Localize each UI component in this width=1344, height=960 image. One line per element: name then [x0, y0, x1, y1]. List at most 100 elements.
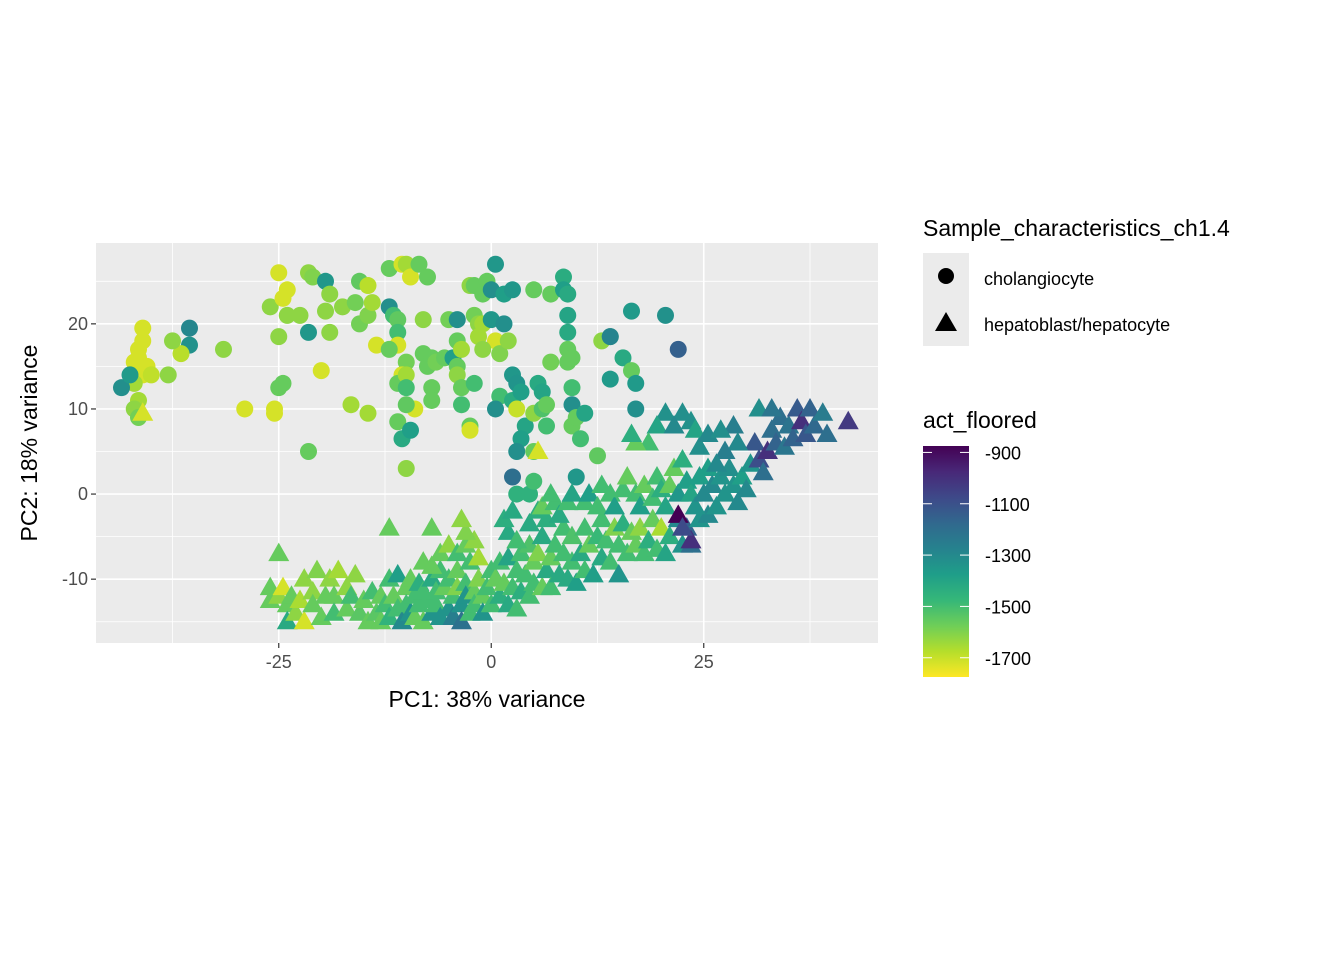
hepatocyte-point — [340, 585, 362, 604]
cholangiocyte-point — [470, 328, 487, 346]
cholangiocyte-point — [482, 311, 500, 329]
cholangiocyte-point — [312, 362, 330, 380]
cholangiocyte-point — [525, 472, 543, 490]
hepatocyte-point — [582, 563, 604, 583]
hepatocyte-point — [387, 563, 409, 583]
cholangiocyte-point — [172, 345, 190, 363]
cholangiocyte-point — [491, 345, 509, 363]
cholangiocyte-point — [601, 328, 619, 346]
hepatocyte-point — [527, 542, 549, 562]
hepatocyte-point — [293, 568, 315, 587]
hepatocyte-point — [723, 414, 744, 434]
cholangiocyte-point — [448, 366, 466, 384]
hepatocyte-point — [336, 597, 358, 617]
colorbar-label: -900 — [985, 443, 1021, 463]
y-axis-title: PC2: 18% variance — [16, 345, 42, 542]
hepatocyte-point — [650, 517, 672, 536]
cholangiocyte-point — [389, 311, 407, 329]
hepatocyte-point — [446, 559, 468, 579]
cholangiocyte-point — [397, 255, 415, 273]
colorbar-label: -1700 — [985, 649, 1031, 669]
colorbar — [923, 446, 969, 677]
cholangiocyte-point — [363, 294, 381, 312]
hepatocyte-point — [629, 517, 651, 536]
hepatocyte-point — [578, 483, 600, 502]
hepatocyte-point — [323, 585, 345, 604]
hepatocyte-point — [591, 474, 613, 494]
colorbar-ticks: -900 -1100 -1300 -1500 -1700 — [923, 443, 1031, 669]
cholangiocyte-point — [397, 379, 415, 397]
shape-legend-title: Sample_characteristics_ch1.4 — [923, 215, 1230, 241]
cholangiocyte-point — [317, 302, 334, 320]
hepatocyte-point — [565, 572, 587, 591]
cholangiocyte-point — [508, 400, 526, 418]
hepatocyte-point — [132, 402, 154, 421]
hepatocyte-point — [812, 402, 834, 421]
hepatocyte-point — [293, 610, 315, 630]
hepatocyte-point — [667, 504, 689, 523]
cholangiocyte-point — [521, 485, 538, 503]
cholangiocyte-point — [563, 349, 581, 367]
hepatocyte-point — [540, 483, 562, 502]
legend-label-hepatoblast-hepatocyte: hepatoblast/hepatocyte — [984, 315, 1170, 335]
cholangiocyte-point — [121, 366, 139, 384]
hepatocyte-point — [425, 593, 447, 613]
cholangiocyte-point — [576, 404, 594, 422]
hepatocyte-point — [289, 589, 311, 608]
hepatocyte-point — [497, 521, 519, 540]
hepatocyte-point — [302, 580, 324, 600]
x-tick-label: -25 — [266, 652, 292, 672]
hepatocyte-point — [344, 563, 366, 583]
hepatocyte-point — [468, 568, 489, 587]
cholangiocyte-point — [397, 460, 415, 478]
hepatocyte-point — [306, 559, 328, 579]
cholangiocyte-point — [236, 400, 254, 418]
hepatocyte-point — [659, 525, 681, 545]
cholangiocyte-point — [487, 400, 504, 418]
cholangiocyte-point — [512, 430, 530, 448]
cholangiocyte-point — [512, 383, 530, 401]
cholangiocyte-point — [274, 289, 292, 307]
cholangiocyte-point — [261, 298, 279, 316]
hepatocyte-point — [735, 478, 757, 498]
cholangiocyte-point — [270, 264, 288, 282]
hepatocyte-point — [561, 525, 583, 545]
cholangiocyte-point — [572, 430, 589, 448]
hepatocyte-point — [612, 512, 634, 532]
colorbar-label: -1300 — [985, 546, 1031, 566]
hepatocyte-point — [327, 559, 349, 579]
cholangiocyte-point — [525, 281, 543, 299]
hepatocyte-point — [531, 525, 553, 545]
cholangiocyte-point — [270, 328, 288, 346]
cholangiocyte-point — [614, 349, 632, 367]
hepatocyte-point — [816, 423, 838, 442]
hepatocyte-point — [791, 410, 812, 430]
hepatocyte-point — [616, 466, 638, 485]
hepatocyte-point — [799, 397, 821, 417]
hepatocyte-point — [629, 495, 651, 515]
cholangiocyte-point — [181, 319, 198, 337]
triangle-legend-icon — [935, 312, 957, 331]
cholangiocyte-point — [334, 298, 351, 316]
hepatocyte-point — [646, 414, 668, 434]
cholangiocyte-point — [453, 396, 470, 414]
y-tick-label: -10 — [62, 569, 88, 589]
hepatocyte-point — [285, 602, 307, 621]
hepatocyte-point — [752, 461, 774, 481]
cholangiocyte-point — [453, 340, 470, 358]
cholangiocyte-point — [402, 421, 419, 439]
legend-label-cholangiocyte: cholangiocyte — [984, 269, 1094, 289]
hepatocyte-point — [421, 517, 443, 536]
cholangiocyte-point — [380, 340, 398, 358]
hepatocyte-point — [680, 529, 702, 549]
cholangiocyte-point — [627, 400, 645, 418]
hepatocyte-point — [574, 517, 596, 536]
hepatocyte-point — [268, 542, 290, 562]
cholangiocyte-point — [563, 379, 581, 397]
cholangiocyte-point — [538, 417, 555, 435]
hepatocyte-point — [438, 534, 460, 553]
cholangiocyte-point — [542, 285, 560, 303]
cholangiocyte-point — [555, 268, 572, 286]
data-points — [113, 255, 859, 630]
hepatocyte-point — [684, 419, 706, 438]
